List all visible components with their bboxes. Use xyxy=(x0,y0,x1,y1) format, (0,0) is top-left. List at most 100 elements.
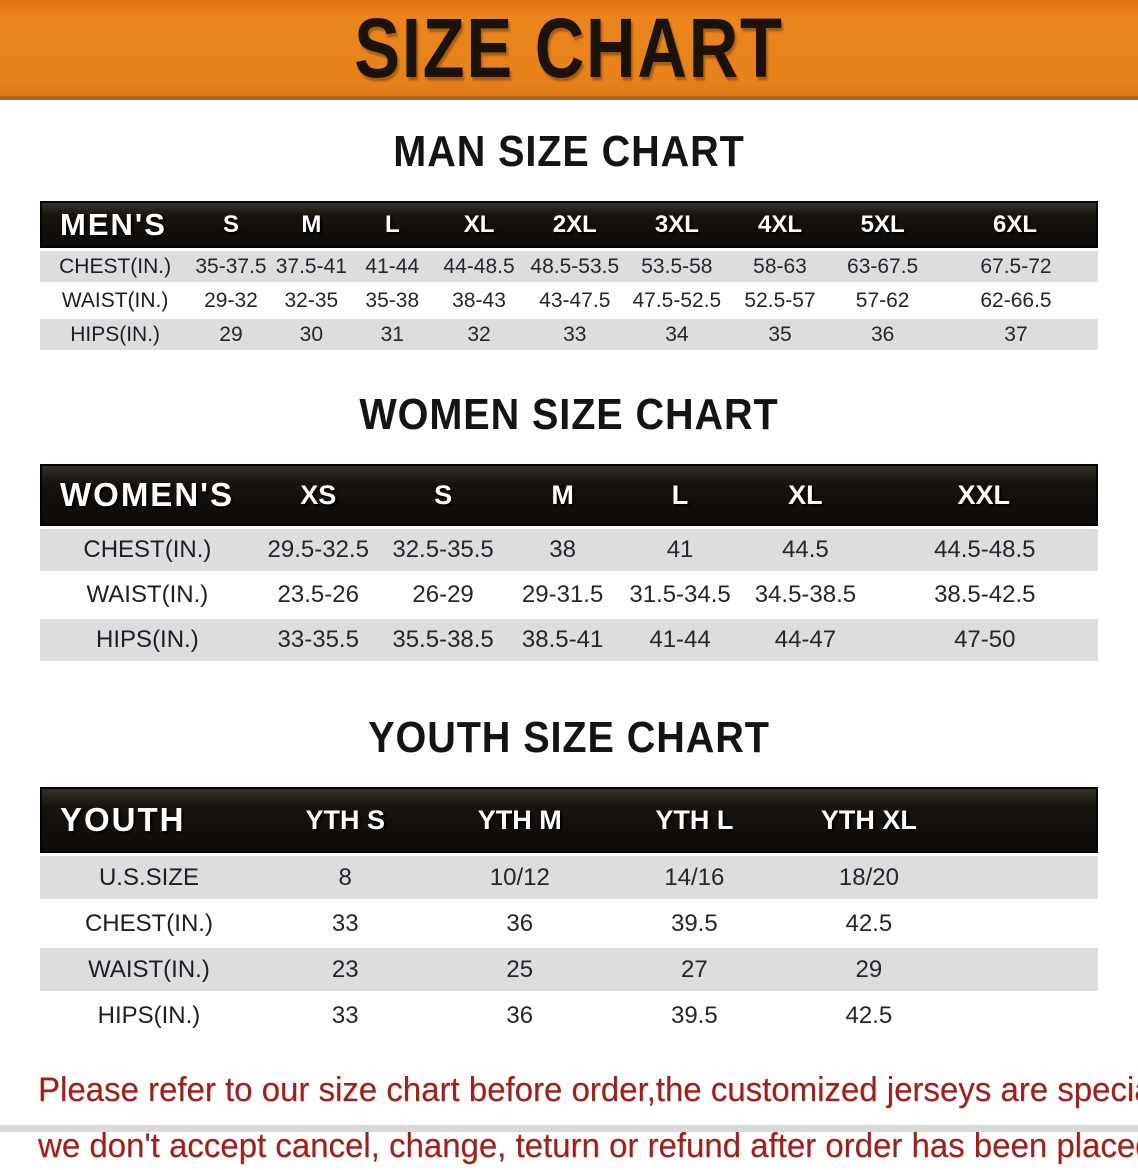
size-value-cell: 44-47 xyxy=(774,626,837,653)
size-value-cell: 34.5-38.5 xyxy=(754,581,857,608)
table-header-row: YOUTH YTH S YTH M YTH L YTH XL xyxy=(40,787,1098,853)
size-value-cell: 29.5-32.5 xyxy=(267,536,369,563)
size-value-cell: 35-38 xyxy=(365,288,420,312)
header-filler-cell xyxy=(956,787,1098,853)
table-row: HIPS(IN.) 29 30 31 32 33 34 35 36 37 xyxy=(40,319,1098,350)
size-value-cell: 63-67.5 xyxy=(847,254,919,278)
size-value-cell: 23 xyxy=(331,955,359,983)
size-value-cell: 41-44 xyxy=(649,626,711,653)
size-column-header: YTH M xyxy=(432,787,608,853)
size-value-cell: 32 xyxy=(467,322,491,346)
table-header-row: WOMEN'S XS S M L XL XXL xyxy=(40,464,1098,526)
size-value-cell: 42.5 xyxy=(845,1001,893,1029)
size-column-header: S xyxy=(381,464,505,526)
disclaimer-line-1: Please refer to our size chart before or… xyxy=(38,1071,1138,1109)
row-label: CHEST(IN.) xyxy=(59,254,172,278)
filler-cell xyxy=(956,856,1098,899)
size-value-cell: 23.5-26 xyxy=(277,581,359,608)
size-value-cell: 27 xyxy=(680,955,708,983)
table-row: U.S.SIZE 8 10/12 14/16 18/20 xyxy=(40,856,1098,899)
size-column-header: 4XL xyxy=(728,201,832,248)
size-value-cell: 29 xyxy=(855,955,883,983)
size-column-header: L xyxy=(620,464,740,526)
size-value-cell: 41-44 xyxy=(365,254,420,278)
size-value-cell: 32.5-35.5 xyxy=(392,536,494,563)
size-value-cell: 33 xyxy=(331,1001,359,1029)
size-value-cell: 31 xyxy=(380,322,404,346)
size-column-header: 6XL xyxy=(933,201,1098,248)
size-column-header: XL xyxy=(433,201,525,248)
mens-size-table: MEN'S S M L XL 2XL 3XL 4XL 5XL 6XL CHEST(IN.) 35-37… xyxy=(40,198,1098,353)
table-row: CHEST(IN.) 33 36 39.5 42.5 xyxy=(40,902,1098,945)
size-value-cell: 35.5-38.5 xyxy=(392,626,494,653)
size-value-cell: 36 xyxy=(870,322,895,346)
size-value-cell: 58-63 xyxy=(753,254,807,278)
size-value-cell: 38 xyxy=(549,536,576,563)
size-value-cell: 29 xyxy=(219,322,243,346)
filler-cell xyxy=(956,994,1098,1037)
row-label: HIPS(IN.) xyxy=(97,1001,201,1029)
row-label: WAIST(IN.) xyxy=(86,581,209,608)
size-value-cell: 52.5-57 xyxy=(744,288,816,312)
size-value-cell: 62-66.5 xyxy=(980,288,1052,312)
size-value-cell: 48.5-53.5 xyxy=(530,254,620,278)
size-value-cell: 37.5-41 xyxy=(275,254,347,278)
table-row: HIPS(IN.) 33-35.5 35.5-38.5 38.5-41 41-44 44-… xyxy=(40,619,1098,661)
size-column-header: XS xyxy=(254,464,382,526)
size-value-cell: 26-29 xyxy=(412,581,474,608)
women-section-heading: WOMEN SIZE CHART xyxy=(359,390,779,439)
size-column-header: L xyxy=(351,201,434,248)
size-column-header: M xyxy=(504,464,621,526)
table-row: WAIST(IN.) 23 25 27 29 xyxy=(40,948,1098,991)
size-column-header: 2XL xyxy=(524,201,626,248)
size-value-cell: 25 xyxy=(506,955,534,983)
table-corner-label: WOMEN'S xyxy=(40,464,255,526)
size-column-header: YTH S xyxy=(257,787,433,853)
size-value-cell: 53.5-58 xyxy=(641,254,713,278)
youth-section-heading: YOUTH SIZE CHART xyxy=(368,713,770,762)
size-value-cell: 30 xyxy=(299,322,324,346)
table-header-row: MEN'S S M L XL 2XL 3XL 4XL 5XL 6XL xyxy=(40,201,1098,248)
man-size-chart-section: MAN SIZE CHART MEN'S S M L XL 2XL 3XL 4XL 5XL 6XL… xyxy=(0,130,1138,353)
man-section-heading: MAN SIZE CHART xyxy=(393,127,745,176)
size-value-cell: 33 xyxy=(563,322,587,346)
size-value-cell: 43-47.5 xyxy=(539,288,611,312)
row-label: HIPS(IN.) xyxy=(70,322,161,346)
size-value-cell: 33-35.5 xyxy=(277,626,359,653)
size-value-cell: 14/16 xyxy=(664,863,725,891)
size-column-header: XXL xyxy=(871,464,1098,526)
size-column-header: YTH XL xyxy=(781,787,957,853)
size-value-cell: 29-31.5 xyxy=(521,581,604,608)
size-column-header: XL xyxy=(739,464,872,526)
size-column-header: S xyxy=(190,201,272,248)
row-label: WAIST(IN.) xyxy=(61,288,169,312)
size-value-cell: 8 xyxy=(338,863,352,891)
disclaimer: Please refer to our size chart before or… xyxy=(38,1068,1138,1170)
table-corner-label: YOUTH xyxy=(40,787,258,853)
size-value-cell: 31.5-34.5 xyxy=(629,581,731,608)
table-row: CHEST(IN.) 35-37.5 37.5-41 41-44 44-48.5 48.5… xyxy=(40,251,1098,282)
size-value-cell: 44-48.5 xyxy=(443,254,515,278)
size-value-cell: 38.5-42.5 xyxy=(934,581,1036,608)
size-column-header: YTH L xyxy=(607,787,782,853)
table-corner-label: MEN'S xyxy=(40,201,191,248)
womens-size-table: WOMEN'S XS S M L XL XXL CHEST(IN.) 29.5-32.5 32.5… xyxy=(40,461,1098,664)
row-label: HIPS(IN.) xyxy=(96,626,199,653)
size-column-header: 3XL xyxy=(625,201,729,248)
bottom-border xyxy=(0,1125,1138,1132)
row-label: U.S.SIZE xyxy=(98,863,199,891)
size-value-cell: 47-50 xyxy=(954,626,1016,653)
table-row: WAIST(IN.) 23.5-26 26-29 29-31.5 31.5-34.5 34… xyxy=(40,574,1098,616)
size-value-cell: 57-62 xyxy=(855,288,910,312)
size-value-cell: 36 xyxy=(506,909,534,937)
size-value-cell: 44.5 xyxy=(782,536,829,563)
row-label: CHEST(IN.) xyxy=(84,909,213,937)
table-row: WAIST(IN.) 29-32 32-35 35-38 38-43 43-47.5 47.… xyxy=(40,285,1098,316)
size-value-cell: 41 xyxy=(666,536,694,563)
size-value-cell: 42.5 xyxy=(845,909,893,937)
size-value-cell: 37 xyxy=(1004,322,1028,346)
filler-cell xyxy=(956,902,1098,945)
size-value-cell: 38-43 xyxy=(452,288,506,312)
women-size-chart-section: WOMEN SIZE CHART WOMEN'S XS S M L XL XXL CHEST(… xyxy=(0,393,1138,664)
